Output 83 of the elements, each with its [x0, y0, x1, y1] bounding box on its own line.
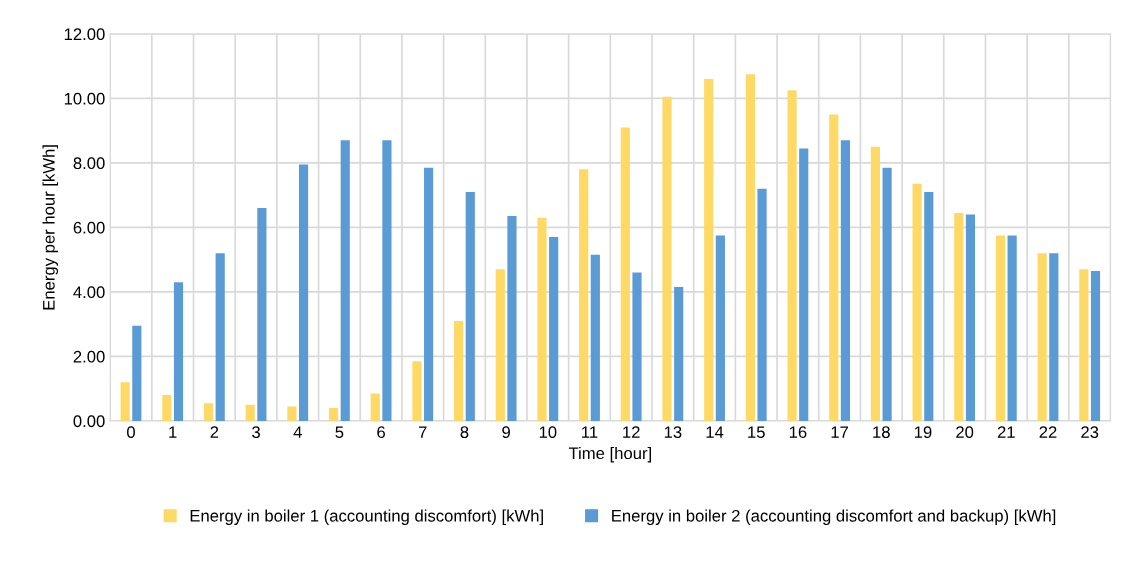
x-tick-label: 22	[1039, 426, 1057, 438]
bar	[1090, 270, 1101, 421]
bar	[620, 127, 630, 421]
x-tick-label: 7	[418, 426, 427, 438]
bar	[579, 169, 589, 421]
bar	[507, 216, 517, 421]
bar	[912, 183, 922, 421]
bar	[287, 406, 297, 421]
bar	[715, 235, 725, 421]
bar	[632, 272, 642, 421]
bar	[495, 269, 505, 421]
x-tick-label: 6	[377, 426, 385, 439]
bar	[120, 382, 130, 421]
x-tick-label: 1	[169, 426, 177, 438]
bar	[590, 254, 600, 421]
x-tick-label: 13	[664, 426, 682, 439]
x-tick-label: 10	[539, 426, 557, 439]
x-tick-label: 5	[335, 426, 344, 439]
x-tick-label: 2	[210, 426, 219, 438]
x-tick-label: 12	[623, 426, 640, 438]
bar	[257, 208, 267, 421]
y-axis-title: Energy per hour [kWh]	[42, 145, 59, 310]
y-tick-label: 0.00	[73, 415, 105, 428]
bar	[537, 217, 547, 421]
y-tick-label: 6.00	[73, 221, 105, 234]
bar	[370, 393, 380, 421]
x-tick-label: 0	[127, 426, 135, 439]
x-tick-label: 4	[293, 426, 302, 438]
x-tick-label: 17	[831, 426, 849, 438]
bar	[1037, 253, 1047, 421]
bar	[799, 148, 809, 421]
bar	[162, 395, 172, 421]
bar	[424, 167, 434, 421]
bar	[1079, 269, 1089, 421]
bar	[328, 408, 339, 421]
bar	[215, 253, 225, 421]
bar	[549, 237, 559, 421]
x-tick-label: 9	[502, 426, 510, 439]
bar	[829, 114, 839, 421]
bar	[203, 403, 214, 421]
x-tick-label: 19	[914, 426, 932, 439]
x-tick-label: 14	[706, 426, 724, 438]
bar	[995, 235, 1006, 421]
bar	[954, 212, 964, 421]
bar	[840, 140, 850, 421]
bar	[882, 167, 892, 421]
x-tick-label: 3	[252, 426, 260, 439]
bar	[298, 164, 309, 421]
bar	[412, 361, 422, 421]
x-tick-label: 21	[997, 426, 1015, 438]
bar	[924, 191, 934, 421]
bar	[1007, 235, 1017, 421]
bar	[662, 96, 672, 421]
bar	[745, 74, 755, 421]
bar	[382, 140, 392, 421]
bar	[245, 404, 255, 421]
x-tick-label: 15	[748, 426, 765, 439]
x-tick-label: 20	[956, 426, 974, 439]
y-tick-label: 4.00	[73, 286, 105, 299]
x-axis-title: Time [hour]	[568, 446, 651, 463]
bar	[465, 191, 475, 421]
legend-label: Energy in boiler 1 (accounting discomfort) [kWh]	[190, 509, 543, 525]
x-tick-label: 11	[582, 426, 598, 438]
bar	[704, 79, 714, 421]
bar	[965, 214, 976, 421]
x-tick-label: 23	[1081, 426, 1099, 439]
bar	[870, 146, 881, 421]
bar	[1049, 253, 1059, 421]
x-tick-label: 18	[873, 426, 890, 439]
bar	[674, 287, 684, 421]
y-tick-label: 8.00	[73, 157, 105, 170]
bar	[132, 325, 142, 421]
bar	[173, 282, 184, 421]
y-tick-label: 10.00	[64, 92, 105, 105]
legend-label: Energy in boiler 2 (accounting discomfort and backup) [kWh]	[612, 509, 1056, 525]
x-tick-label: 8	[460, 426, 469, 439]
bar	[454, 320, 464, 421]
bar	[340, 140, 350, 421]
bar	[787, 90, 797, 421]
y-tick-label: 12.00	[64, 28, 105, 41]
x-tick-label: 16	[789, 426, 807, 439]
y-tick-label: 2.00	[73, 350, 105, 363]
bar	[757, 188, 767, 421]
